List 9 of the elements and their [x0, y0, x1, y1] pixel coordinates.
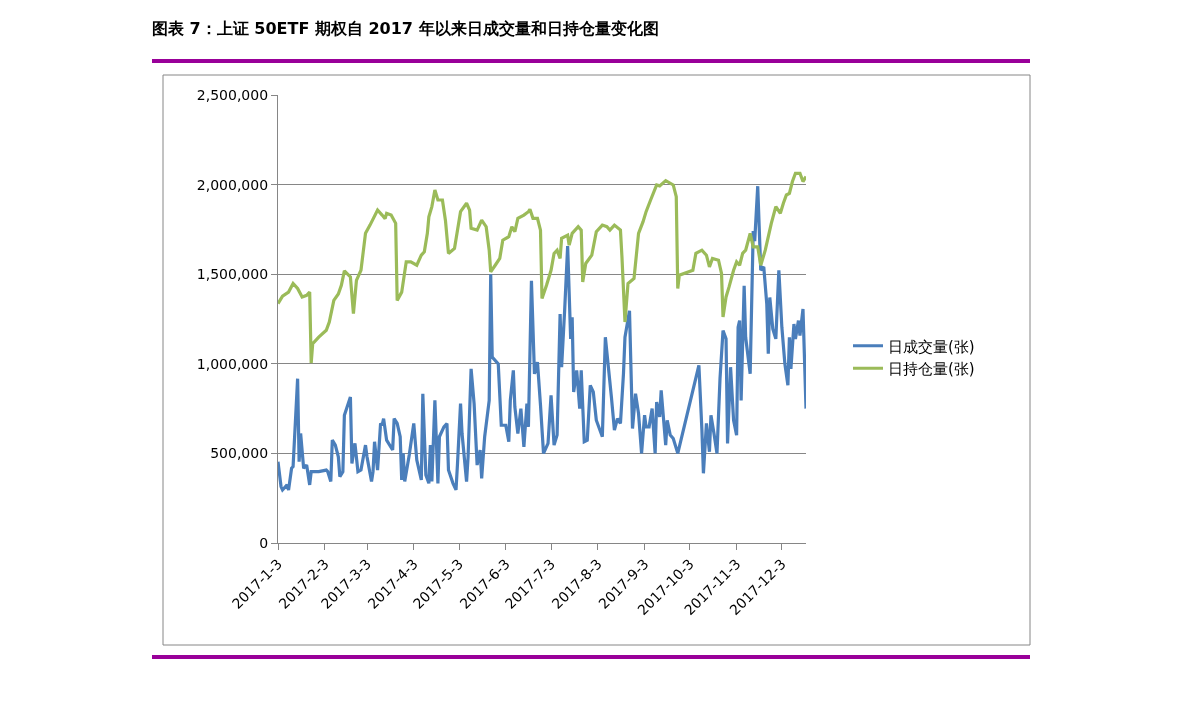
legend-label: 日持仓量(张)	[888, 360, 975, 379]
y-tick-label: 500,000	[210, 445, 269, 462]
y-tick-label: 2,000,000	[196, 176, 269, 193]
y-tick-label: 2,500,000	[196, 86, 269, 103]
y-tick-label: 0	[259, 534, 269, 551]
y-tick-label: 1,000,000	[196, 355, 269, 372]
chart-title: 图表 7：上证 50ETF 期权自 2017 年以来日成交量和日持仓量变化图	[152, 18, 659, 38]
legend-label: 日成交量(张)	[888, 337, 975, 356]
y-tick-label: 1,500,000	[196, 266, 269, 283]
